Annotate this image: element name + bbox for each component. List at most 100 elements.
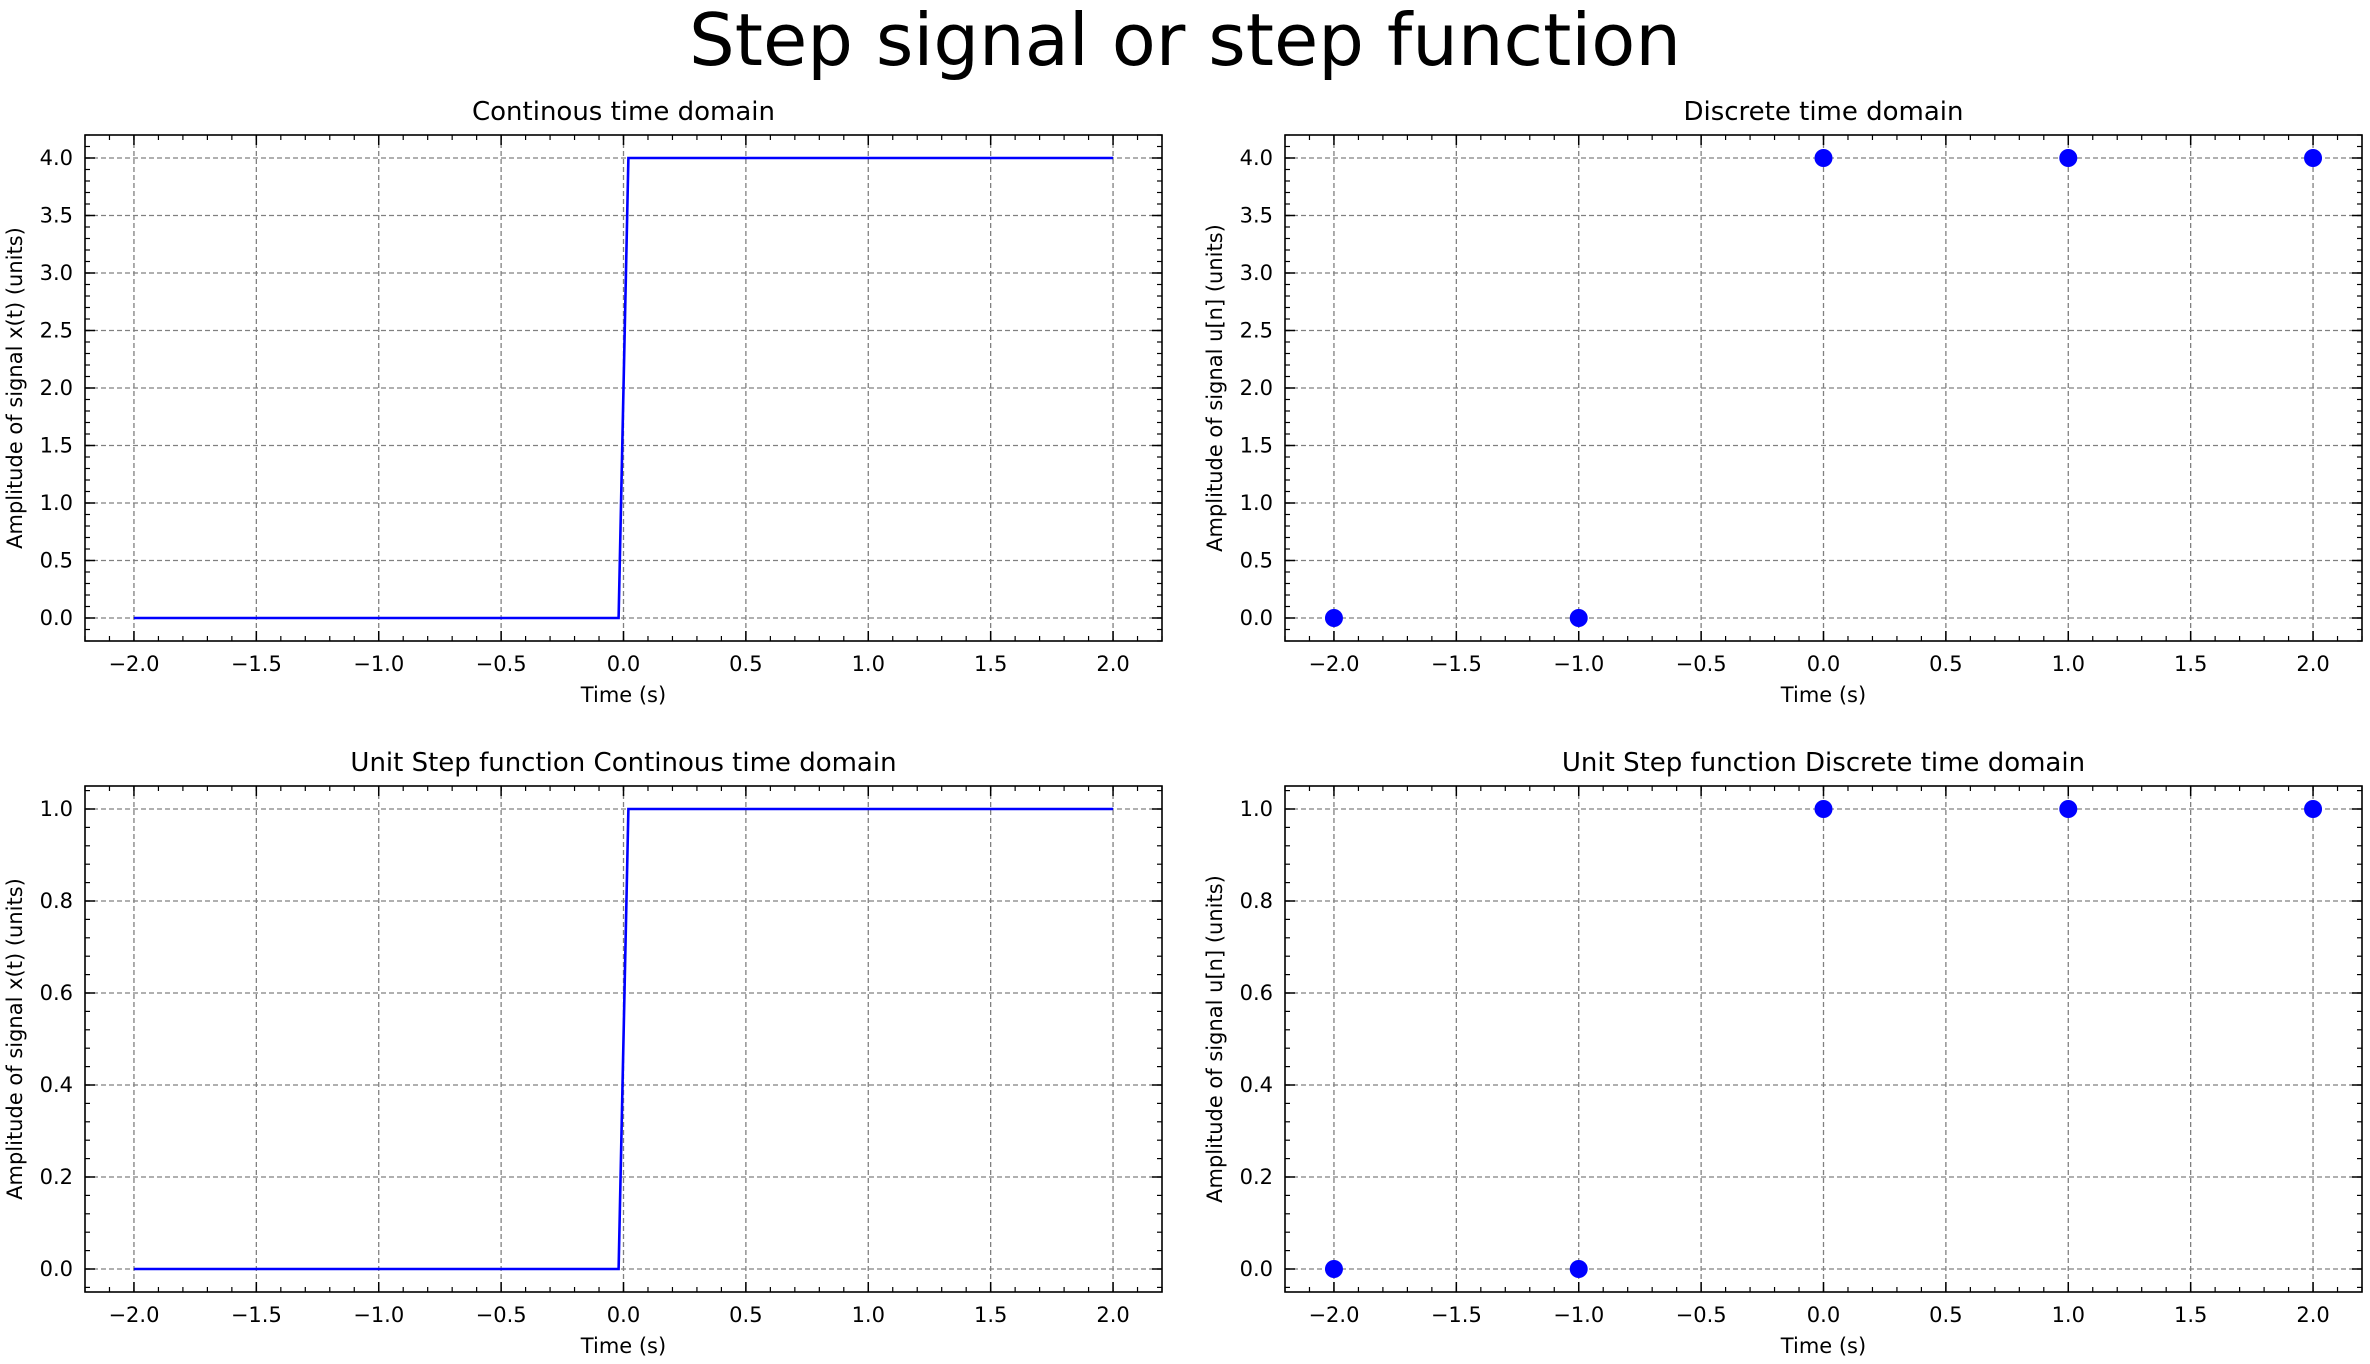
data-point (1814, 800, 1833, 818)
panel-1: −2.0 −1.5 −1.0 −0.5 0.0 0.5 1.0 1.5 2.0 0.0 0.5 1.0… (3, 97, 1163, 707)
x-tick-label: 1.5 (2174, 652, 2207, 676)
x-axis-label: Time (s) (1780, 683, 1866, 707)
x-tick-label: −0.5 (1676, 652, 1727, 676)
y-tick-label: 0.0 (40, 1257, 73, 1281)
y-tick-label: 2.5 (1240, 319, 1273, 343)
panel-4: −2.0 −1.5 −1.0 −0.5 0.0 0.5 1.0 1.5 2.0 0.0 0.2 0.4… (1203, 748, 2363, 1358)
x-tick-label: 2.0 (1096, 1303, 1129, 1327)
x-axis-label: Time (s) (580, 1334, 666, 1358)
x-tick-label: 1.5 (974, 1303, 1007, 1327)
x-tick-label: 0.0 (1807, 652, 1840, 676)
data-point (1324, 1260, 1343, 1278)
y-tick-label: 0.5 (1240, 549, 1273, 573)
x-tick-label: 0.0 (607, 652, 640, 676)
x-tick-label: 0.5 (1929, 652, 1962, 676)
y-tick-label: 0.0 (40, 606, 73, 630)
y-tick-label: 3.5 (40, 204, 73, 228)
y-tick-label: 0.6 (40, 981, 73, 1005)
panel-3: −2.0 −1.5 −1.0 −0.5 0.0 0.5 1.0 1.5 2.0 0.0 0.2 0.4… (3, 748, 1163, 1358)
y-tick-label: 1.0 (40, 797, 73, 821)
y-tick-label: 0.0 (1240, 1257, 1273, 1281)
series-line (133, 807, 1114, 1271)
axes-frame (1284, 785, 2363, 1293)
y-tick-label: 1.0 (1240, 797, 1273, 821)
y-tick-label: 0.2 (1240, 1165, 1273, 1189)
x-axis-label: Time (s) (1780, 1334, 1866, 1358)
axes-frame (84, 134, 1163, 642)
x-tick-label: 1.0 (2052, 1303, 2085, 1327)
x-tick-label: −2.0 (1308, 1303, 1359, 1327)
data-point (1569, 609, 1588, 627)
y-axis-label: Amplitude of signal x(t) (units) (3, 227, 27, 549)
y-tick-label: 1.0 (40, 491, 73, 515)
data-point (2059, 149, 2078, 167)
x-tick-label: −1.0 (1553, 652, 1604, 676)
y-tick-label: 2.5 (40, 319, 73, 343)
x-tick-label: −2.0 (108, 652, 159, 676)
x-tick-label: 0.0 (1807, 1303, 1840, 1327)
x-tick-label: −1.5 (231, 652, 282, 676)
data-point (1569, 1260, 1588, 1278)
data-point (1324, 609, 1343, 627)
y-tick-label: 1.5 (40, 434, 73, 458)
x-tick-label: −0.5 (1676, 1303, 1727, 1327)
x-tick-label: 0.5 (729, 652, 762, 676)
y-tick-label: 2.0 (1240, 376, 1273, 400)
figure-title: Step signal or step function (689, 0, 1681, 82)
data-point (2059, 800, 2078, 818)
x-tick-label: −2.0 (108, 1303, 159, 1327)
y-tick-label: 2.0 (40, 376, 73, 400)
y-tick-label: 0.0 (1240, 606, 1273, 630)
data-point (1814, 149, 1833, 167)
x-tick-label: −1.0 (353, 1303, 404, 1327)
x-tick-label: −1.5 (1431, 1303, 1482, 1327)
x-tick-label: 0.5 (729, 1303, 762, 1327)
y-axis-label: Amplitude of signal u[n] (units) (1203, 224, 1227, 552)
x-tick-label: −1.0 (1553, 1303, 1604, 1327)
x-tick-label: −1.5 (231, 1303, 282, 1327)
x-tick-label: −1.0 (353, 652, 404, 676)
panel-2: −2.0 −1.5 −1.0 −0.5 0.0 0.5 1.0 1.5 2.0 0.0 0.5 1.0… (1203, 97, 2363, 707)
y-tick-label: 4.0 (1240, 146, 1273, 170)
x-tick-label: 2.0 (1096, 652, 1129, 676)
y-axis-label: Amplitude of signal x(t) (units) (3, 878, 27, 1200)
panel-title: Discrete time domain (1683, 97, 1963, 127)
y-axis-label: Amplitude of signal u[n] (units) (1203, 875, 1227, 1203)
y-tick-label: 4.0 (40, 146, 73, 170)
x-tick-label: 0.5 (1929, 1303, 1962, 1327)
y-tick-label: 3.0 (1240, 261, 1273, 285)
y-tick-label: 3.5 (1240, 204, 1273, 228)
x-tick-label: 1.5 (2174, 1303, 2207, 1327)
data-point (2304, 149, 2323, 167)
axes-frame (84, 785, 1163, 1293)
y-tick-label: 0.4 (1240, 1073, 1273, 1097)
x-tick-label: −0.5 (476, 652, 527, 676)
x-axis-label: Time (s) (580, 683, 666, 707)
data-point (2304, 800, 2323, 818)
x-tick-label: 2.0 (2296, 652, 2329, 676)
y-tick-label: 0.8 (1240, 889, 1273, 913)
x-tick-label: −0.5 (476, 1303, 527, 1327)
panel-title: Continous time domain (472, 97, 775, 127)
y-tick-label: 0.8 (40, 889, 73, 913)
x-tick-label: 1.5 (974, 652, 1007, 676)
x-tick-label: 2.0 (2296, 1303, 2329, 1327)
y-tick-label: 0.6 (1240, 981, 1273, 1005)
y-tick-label: 1.0 (1240, 491, 1273, 515)
x-tick-label: −2.0 (1308, 652, 1359, 676)
x-tick-label: 1.0 (2052, 652, 2085, 676)
x-tick-label: −1.5 (1431, 652, 1482, 676)
y-tick-label: 0.4 (40, 1073, 73, 1097)
x-tick-label: 1.0 (852, 1303, 885, 1327)
y-tick-label: 3.0 (40, 261, 73, 285)
y-tick-label: 1.5 (1240, 434, 1273, 458)
panel-title: Unit Step function Continous time domain (350, 748, 896, 778)
y-tick-label: 0.5 (40, 549, 73, 573)
x-tick-label: 0.0 (607, 1303, 640, 1327)
x-tick-label: 1.0 (852, 652, 885, 676)
y-tick-label: 0.2 (40, 1165, 73, 1189)
series-line (133, 156, 1114, 620)
axes-frame (1284, 134, 2363, 642)
panel-title: Unit Step function Discrete time domain (1562, 748, 2085, 778)
